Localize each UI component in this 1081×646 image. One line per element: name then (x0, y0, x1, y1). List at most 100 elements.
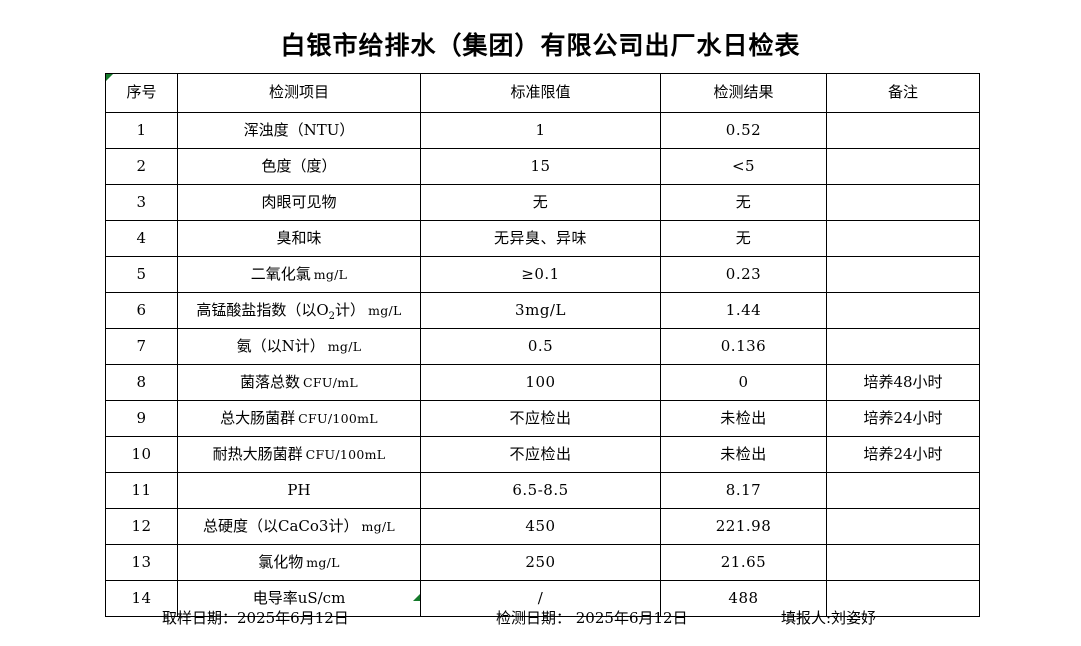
cell-index: 10 (105, 436, 178, 473)
item-unit: CFU/mL (303, 374, 358, 390)
cell-note (826, 508, 980, 545)
item-label: 肉眼可见物 (261, 192, 337, 211)
cell-index: 4 (105, 220, 178, 257)
water-quality-table: 序号 检测项目 标准限值 检测结果 备注 1 浑浊度（NTU） 1 0.52 2 色度（度） 15 <5… (105, 73, 980, 617)
cell-index: 14 (105, 580, 178, 617)
item-label: 氯化物 (258, 552, 304, 571)
table-row: 12 总硬度（以CaCo3计） mg/L 450 221.98 (105, 508, 980, 545)
footer: 取样日期：2025年6月12日 检测日期： 2025年6月12日 填报人:刘姿妤 (105, 607, 979, 633)
cell-item: 肉眼可见物 (177, 184, 421, 221)
item-unit: CFU/100mL (305, 446, 386, 462)
cell-index: 13 (105, 544, 178, 581)
cell-result: 未检出 (660, 400, 827, 437)
cell-standard-limit: 1 (420, 112, 661, 149)
cell-index: 8 (105, 364, 178, 401)
cell-item: 二氧化氯 mg/L (177, 256, 421, 293)
item-label: 耐热大肠菌群 (212, 444, 303, 463)
cell-note: 培养48小时 (826, 364, 980, 401)
cell-note: 培养24小时 (826, 436, 980, 473)
item-unit: mg/L (327, 338, 362, 354)
cell-comment-flag-icon (413, 594, 420, 601)
cell-result: 0.136 (660, 328, 827, 365)
cell-result: 0 (660, 364, 827, 401)
cell-note (826, 544, 980, 581)
cell-item: 氯化物 mg/L (177, 544, 421, 581)
cell-item: 色度（度） (177, 148, 421, 185)
cell-result: 488 (660, 580, 827, 617)
cell-standard-limit: 0.5 (420, 328, 661, 365)
cell-result: 1.44 (660, 292, 827, 329)
item-label: 电导率uS/cm (252, 588, 346, 607)
cell-standard-limit: 不应检出 (420, 436, 661, 473)
table-header-row: 序号 检测项目 标准限值 检测结果 备注 (105, 73, 980, 113)
cell-result: <5 (660, 148, 827, 185)
cell-note (826, 256, 980, 293)
item-label: 浑浊度（NTU） (243, 120, 355, 139)
cell-index: 11 (105, 472, 178, 509)
column-header: 备注 (826, 73, 980, 113)
cell-result: 21.65 (660, 544, 827, 581)
cell-index: 1 (105, 112, 178, 149)
cell-result: 无 (660, 184, 827, 221)
item-unit: mg/L (306, 554, 340, 570)
cell-standard-limit: 不应检出 (420, 400, 661, 437)
cell-result: 8.17 (660, 472, 827, 509)
table-row: 10 耐热大肠菌群 CFU/100mL 不应检出 未检出 培养24小时 (105, 436, 980, 473)
cell-note (826, 580, 980, 617)
cell-result: 未检出 (660, 436, 827, 473)
cell-index: 3 (105, 184, 178, 221)
item-unit: mg/L (361, 518, 396, 534)
cell-item: 臭和味 (177, 220, 421, 257)
item-label: 菌落总数 (240, 372, 301, 391)
cell-item: PH (177, 472, 421, 509)
cell-result: 0.52 (660, 112, 827, 149)
column-header: 序号 (105, 73, 178, 113)
table-row: 7 氨（以N计） mg/L 0.5 0.136 (105, 328, 980, 365)
cell-standard-limit: 3mg/L (420, 292, 661, 329)
item-label: 总硬度（以CaCo3计） (202, 516, 359, 535)
item-label: 二氧化氯 (250, 264, 311, 283)
cell-item: 电导率uS/cm (177, 580, 421, 617)
cell-standard-limit: 无异臭、异味 (420, 220, 661, 257)
cell-result: 无 (660, 220, 827, 257)
cell-standard-limit: ≥0.1 (420, 256, 661, 293)
cell-note (826, 292, 980, 329)
table-row: 3 肉眼可见物 无无 (105, 184, 980, 221)
cell-note (826, 472, 980, 509)
cell-index: 7 (105, 328, 178, 365)
item-label: 氨（以N计） (236, 336, 325, 355)
table-row: 14 电导率uS/cm/488 (105, 580, 980, 617)
cell-item: 总硬度（以CaCo3计） mg/L (177, 508, 421, 545)
item-label: 色度（度） (261, 156, 337, 175)
cell-index: 9 (105, 400, 178, 437)
cell-result: 0.23 (660, 256, 827, 293)
cell-item: 菌落总数 CFU/mL (177, 364, 421, 401)
cell-note (826, 148, 980, 185)
table-row: 11 PH 6.5-8.5 8.17 (105, 472, 980, 509)
column-header: 标准限值 (420, 73, 661, 113)
cell-note (826, 328, 980, 365)
table-row: 4 臭和味 无异臭、异味无 (105, 220, 980, 257)
cell-item: 浑浊度（NTU） (177, 112, 421, 149)
cell-index: 12 (105, 508, 178, 545)
cell-item: 耐热大肠菌群 CFU/100mL (177, 436, 421, 473)
table-row: 8 菌落总数 CFU/mL 100 0 培养48小时 (105, 364, 980, 401)
cell-standard-limit: 6.5-8.5 (420, 472, 661, 509)
item-label: 高锰酸盐指数（以O2计） (196, 300, 366, 322)
reporter-name: 填报人:刘姿妤 (781, 609, 877, 627)
item-label: PH (287, 480, 311, 499)
cell-item: 总大肠菌群 CFU/100mL (177, 400, 421, 437)
item-unit: CFU/100mL (298, 410, 378, 426)
cell-standard-limit: 250 (420, 544, 661, 581)
page-title: 白银市给排水（集团）有限公司出厂水日检表 (280, 31, 801, 60)
cell-standard-limit: 450 (420, 508, 661, 545)
table-row: 9 总大肠菌群 CFU/100mL 不应检出 未检出 培养24小时 (105, 400, 980, 437)
table-body: 序号 检测项目 标准限值 检测结果 备注 1 浑浊度（NTU） 1 0.52 2 色度（度） 15 <5… (105, 73, 980, 617)
cell-index: 6 (105, 292, 178, 329)
sampling-date: 取样日期：2025年6月12日 (162, 609, 349, 627)
table-row: 5 二氧化氯 mg/L ≥0.1 0.23 (105, 256, 980, 293)
cell-item: 高锰酸盐指数（以O2计） mg/L (177, 292, 421, 329)
cell-note: 培养24小时 (826, 400, 980, 437)
cell-comment-flag-icon (106, 74, 113, 81)
